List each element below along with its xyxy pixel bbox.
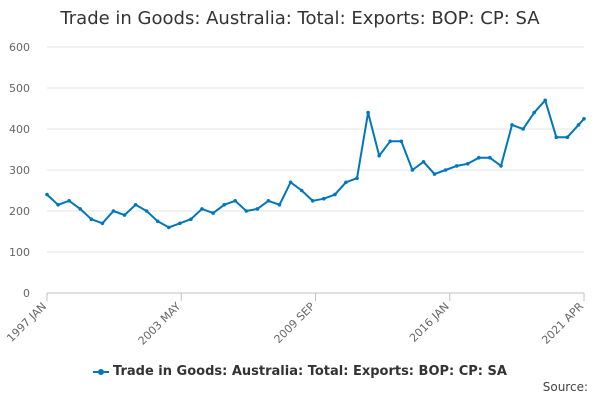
y-tick-label: 200 bbox=[9, 205, 30, 218]
data-point[interactable] bbox=[222, 203, 226, 207]
data-point[interactable] bbox=[155, 219, 160, 224]
data-point[interactable] bbox=[133, 203, 138, 207]
y-tick-label: 100 bbox=[9, 246, 30, 259]
data-point[interactable] bbox=[288, 180, 293, 185]
data-point[interactable] bbox=[100, 221, 105, 226]
data-point[interactable] bbox=[178, 221, 182, 226]
data-point[interactable] bbox=[565, 135, 570, 139]
data-point[interactable] bbox=[477, 155, 481, 160]
data-point[interactable] bbox=[543, 98, 547, 103]
x-axis-ticks: 1997 JAN 2003 MAY 2009 SEP 2016 JAN 2021 APR bbox=[4, 293, 586, 348]
data-point[interactable] bbox=[488, 155, 492, 160]
legend-item[interactable]: Trade in Goods: Australia: Total: Export… bbox=[93, 364, 507, 379]
x-tick-label: 2021 APR bbox=[539, 300, 586, 347]
y-tick-label: 0 bbox=[23, 287, 30, 300]
x-tick-label: 1997 JAN bbox=[4, 300, 49, 345]
data-point[interactable] bbox=[532, 110, 536, 115]
data-point[interactable] bbox=[421, 160, 426, 164]
data-point[interactable] bbox=[167, 225, 171, 230]
y-tick-label: 500 bbox=[9, 82, 30, 95]
chart-title: Trade in Goods: Australia: Total: Export… bbox=[60, 8, 540, 29]
data-point[interactable] bbox=[333, 192, 337, 197]
data-point[interactable] bbox=[144, 209, 149, 213]
data-point[interactable] bbox=[454, 164, 459, 168]
series-line[interactable] bbox=[46, 99, 585, 229]
data-point[interactable] bbox=[299, 188, 304, 193]
data-point[interactable] bbox=[554, 135, 559, 139]
grid-lines bbox=[47, 46, 584, 253]
data-point[interactable] bbox=[377, 153, 382, 158]
data-point[interactable] bbox=[111, 209, 116, 213]
data-point[interactable] bbox=[443, 168, 448, 172]
data-point[interactable] bbox=[510, 123, 514, 127]
data-point[interactable] bbox=[399, 139, 404, 144]
data-point[interactable] bbox=[67, 199, 71, 203]
data-point[interactable] bbox=[89, 217, 94, 221]
data-point[interactable] bbox=[277, 203, 282, 207]
data-point[interactable] bbox=[366, 110, 370, 115]
data-point[interactable] bbox=[45, 192, 49, 197]
data-point[interactable] bbox=[344, 180, 348, 185]
data-point[interactable] bbox=[211, 211, 215, 215]
y-axis-ticks: 0 100 200 300 400 500 600 bbox=[9, 41, 30, 300]
legend[interactable]: Trade in Goods: Australia: Total: Export… bbox=[0, 364, 600, 381]
data-point[interactable] bbox=[244, 209, 249, 213]
data-point[interactable] bbox=[576, 123, 581, 127]
data-point[interactable] bbox=[78, 207, 82, 211]
data-point[interactable] bbox=[465, 162, 470, 166]
data-point[interactable] bbox=[355, 176, 359, 180]
data-point[interactable] bbox=[189, 217, 193, 221]
x-tick-label: 2016 JAN bbox=[407, 300, 452, 345]
y-tick-label: 400 bbox=[9, 123, 30, 136]
y-tick-label: 300 bbox=[9, 164, 30, 177]
data-point[interactable] bbox=[388, 139, 393, 144]
source-label: Source: bbox=[542, 380, 588, 394]
data-point[interactable] bbox=[233, 199, 237, 203]
data-point[interactable] bbox=[310, 199, 315, 203]
data-point[interactable] bbox=[255, 207, 260, 211]
data-point[interactable] bbox=[122, 213, 127, 217]
legend-line-marker-icon bbox=[93, 367, 110, 377]
y-tick-label: 600 bbox=[9, 41, 30, 54]
data-point[interactable] bbox=[322, 196, 326, 201]
data-point[interactable] bbox=[582, 117, 586, 121]
data-point[interactable] bbox=[499, 164, 503, 168]
data-point[interactable] bbox=[200, 207, 204, 211]
data-point[interactable] bbox=[410, 168, 415, 172]
data-point[interactable] bbox=[56, 203, 60, 207]
data-point[interactable] bbox=[432, 172, 437, 176]
x-tick-label: 2003 MAY bbox=[136, 300, 184, 348]
series-group bbox=[45, 98, 586, 230]
data-point[interactable] bbox=[521, 127, 525, 131]
x-tick-label: 2009 SEP bbox=[272, 300, 318, 346]
data-point[interactable] bbox=[266, 199, 271, 203]
legend-label: Trade in Goods: Australia: Total: Export… bbox=[113, 364, 507, 379]
